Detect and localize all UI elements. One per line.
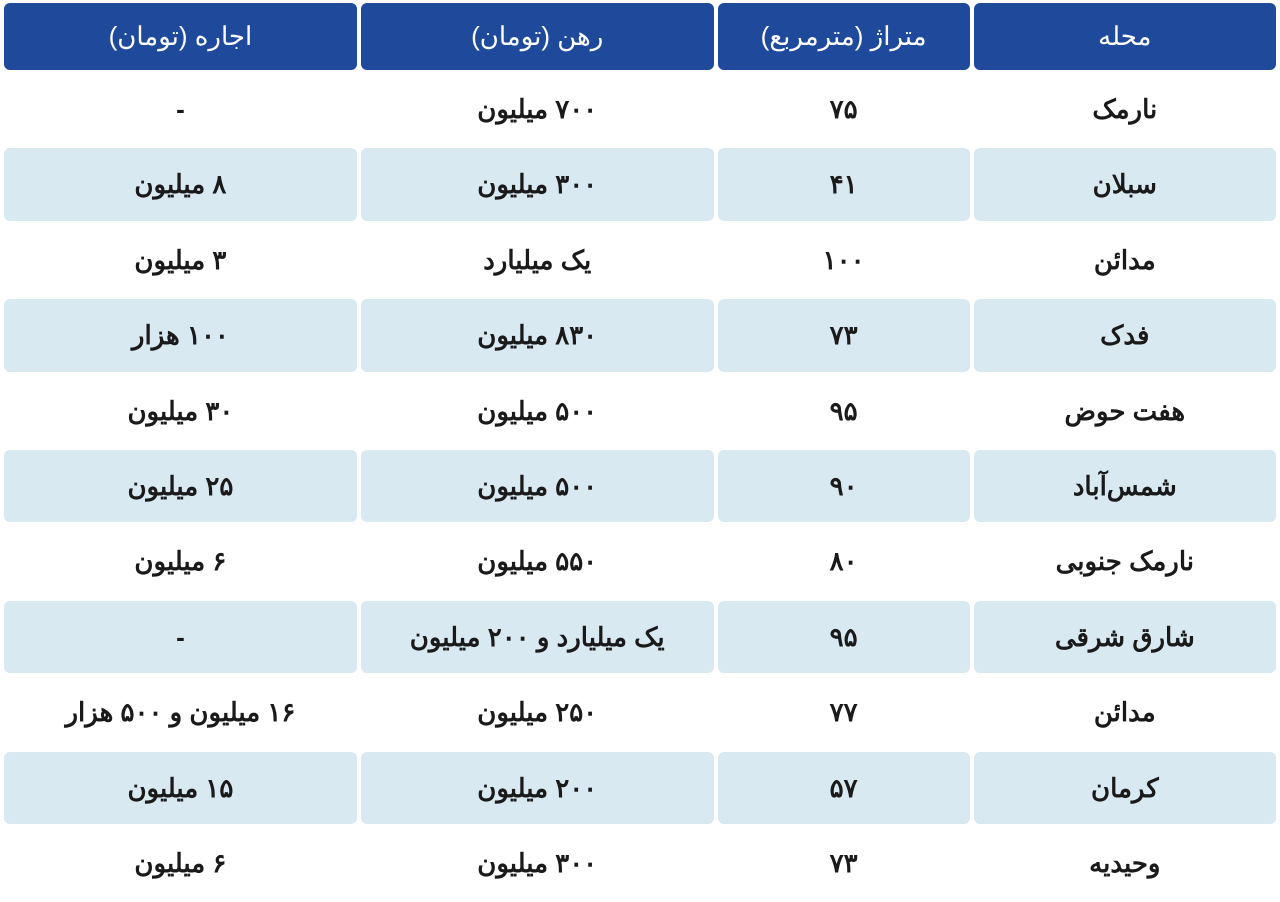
col-header-area: متراژ (مترمربع) — [718, 3, 970, 70]
cell-deposit: ۲۵۰ میلیون — [361, 676, 714, 748]
table-header-row: محله متراژ (مترمربع) رهن (تومان) اجاره (… — [4, 3, 1276, 70]
cell-rent: ۲۵ میلیون — [4, 450, 357, 522]
cell-deposit: ۵۵۰ میلیون — [361, 525, 714, 597]
table-row: نارمک جنوبی۸۰۵۵۰ میلیون۶ میلیون — [4, 525, 1276, 597]
table-row: مدائن۱۰۰یک میلیارد۳ میلیون — [4, 224, 1276, 296]
cell-area: ۷۷ — [718, 676, 970, 748]
table-body: نارمک۷۵۷۰۰ میلیون-سبلان۴۱۳۰۰ میلیون۸ میل… — [4, 73, 1276, 899]
col-header-neighborhood: محله — [974, 3, 1276, 70]
cell-rent: ۱۵ میلیون — [4, 752, 357, 824]
cell-deposit: ۷۰۰ میلیون — [361, 73, 714, 145]
cell-rent: - — [4, 601, 357, 673]
cell-deposit: یک میلیارد و ۲۰۰ میلیون — [361, 601, 714, 673]
cell-rent: ۸ میلیون — [4, 148, 357, 220]
cell-deposit: ۲۰۰ میلیون — [361, 752, 714, 824]
cell-area: ۹۰ — [718, 450, 970, 522]
cell-area: ۹۵ — [718, 375, 970, 447]
cell-neighborhood: سبلان — [974, 148, 1276, 220]
cell-deposit: ۳۰۰ میلیون — [361, 148, 714, 220]
col-header-deposit: رهن (تومان) — [361, 3, 714, 70]
table-row: مدائن۷۷۲۵۰ میلیون۱۶ میلیون و ۵۰۰ هزار — [4, 676, 1276, 748]
cell-deposit: یک میلیارد — [361, 224, 714, 296]
cell-neighborhood: فدک — [974, 299, 1276, 371]
cell-area: ۱۰۰ — [718, 224, 970, 296]
table-row: کرمان۵۷۲۰۰ میلیون۱۵ میلیون — [4, 752, 1276, 824]
cell-area: ۵۷ — [718, 752, 970, 824]
cell-neighborhood: مدائن — [974, 224, 1276, 296]
cell-neighborhood: وحیدیه — [974, 827, 1276, 899]
cell-rent: ۱۶ میلیون و ۵۰۰ هزار — [4, 676, 357, 748]
cell-area: ۴۱ — [718, 148, 970, 220]
table-row: هفت حوض۹۵۵۰۰ میلیون۳۰ میلیون — [4, 375, 1276, 447]
rent-price-table: محله متراژ (مترمربع) رهن (تومان) اجاره (… — [0, 0, 1280, 902]
cell-neighborhood: مدائن — [974, 676, 1276, 748]
cell-rent: ۳ میلیون — [4, 224, 357, 296]
cell-deposit: ۵۰۰ میلیون — [361, 375, 714, 447]
cell-area: ۷۵ — [718, 73, 970, 145]
cell-rent: ۶ میلیون — [4, 525, 357, 597]
cell-neighborhood: هفت حوض — [974, 375, 1276, 447]
cell-neighborhood: شارق شرقی — [974, 601, 1276, 673]
table-row: شارق شرقی۹۵یک میلیارد و ۲۰۰ میلیون- — [4, 601, 1276, 673]
table-row: فدک۷۳۸۳۰ میلیون۱۰۰ هزار — [4, 299, 1276, 371]
table-row: سبلان۴۱۳۰۰ میلیون۸ میلیون — [4, 148, 1276, 220]
cell-area: ۸۰ — [718, 525, 970, 597]
table-row: شمس‌آباد۹۰۵۰۰ میلیون۲۵ میلیون — [4, 450, 1276, 522]
cell-neighborhood: نارمک جنوبی — [974, 525, 1276, 597]
cell-area: ۷۳ — [718, 299, 970, 371]
cell-area: ۷۳ — [718, 827, 970, 899]
cell-neighborhood: نارمک — [974, 73, 1276, 145]
cell-rent: ۱۰۰ هزار — [4, 299, 357, 371]
cell-area: ۹۵ — [718, 601, 970, 673]
table-row: نارمک۷۵۷۰۰ میلیون- — [4, 73, 1276, 145]
cell-neighborhood: کرمان — [974, 752, 1276, 824]
cell-rent: - — [4, 73, 357, 145]
cell-rent: ۳۰ میلیون — [4, 375, 357, 447]
cell-deposit: ۵۰۰ میلیون — [361, 450, 714, 522]
cell-neighborhood: شمس‌آباد — [974, 450, 1276, 522]
table-row: وحیدیه۷۳۳۰۰ میلیون۶ میلیون — [4, 827, 1276, 899]
cell-deposit: ۳۰۰ میلیون — [361, 827, 714, 899]
cell-deposit: ۸۳۰ میلیون — [361, 299, 714, 371]
col-header-rent: اجاره (تومان) — [4, 3, 357, 70]
cell-rent: ۶ میلیون — [4, 827, 357, 899]
